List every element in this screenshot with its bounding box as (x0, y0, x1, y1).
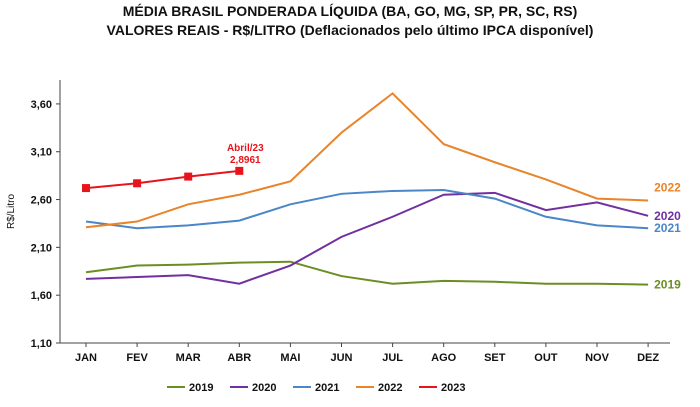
x-tick-label: MAI (280, 352, 300, 364)
series-line-2020 (85, 191, 649, 285)
data-point-2023 (133, 179, 142, 188)
x-tick-label: FEV (126, 352, 148, 364)
y-tick-label: 3,60 (31, 99, 52, 111)
x-tick-label: ABR (227, 352, 251, 364)
x-tick-label: MAR (176, 352, 201, 364)
x-tick-label: OUT (534, 352, 558, 364)
legend-label-2021: 2021 (315, 382, 339, 394)
y-tick-label: 2,60 (31, 195, 52, 207)
data-point-2023 (184, 172, 193, 181)
x-tick-label: NOV (585, 352, 610, 364)
y-tick-label: 3,10 (31, 147, 52, 159)
legend-label-2022: 2022 (378, 382, 402, 394)
data-point-2023 (82, 184, 90, 193)
y-axis-label: R$/Litro (6, 194, 17, 229)
y-tick-label: 1,10 (31, 338, 52, 350)
series-line-2021 (85, 188, 649, 230)
series-line-2019 (85, 260, 649, 286)
x-tick-label: SET (484, 352, 506, 364)
series-line-2022 (85, 92, 649, 229)
x-tick-label: AGO (431, 352, 457, 364)
x-tick-label: JAN (75, 352, 97, 364)
x-tick-label: JUL (382, 352, 403, 364)
y-tick-label: 1,60 (31, 290, 52, 302)
chart-title: MÉDIA BRASIL PONDERADA LÍQUIDA (BA, GO, … (122, 3, 578, 19)
data-point-2023 (235, 166, 244, 175)
chart-subtitle: VALORES REAIS - R$/LITRO (Deflacionados … (106, 22, 594, 38)
x-tick-label: JUN (330, 352, 352, 364)
series-end-label-2020: 2020 (654, 209, 681, 223)
annotation-label: Abril/23 (227, 143, 264, 154)
legend-label-2019: 2019 (189, 382, 213, 394)
series-end-label-2019: 2019 (654, 278, 681, 292)
y-tick-label: 2,10 (31, 242, 52, 254)
legend-label-2020: 2020 (252, 382, 276, 394)
series-line-2023 (85, 169, 240, 190)
series-end-label-2022: 2022 (654, 181, 681, 195)
annotation-value: 2,8961 (230, 155, 261, 166)
series-end-label-2021: 2021 (654, 221, 681, 235)
legend-label-2023: 2023 (441, 382, 465, 394)
x-tick-label: DEZ (637, 352, 659, 364)
